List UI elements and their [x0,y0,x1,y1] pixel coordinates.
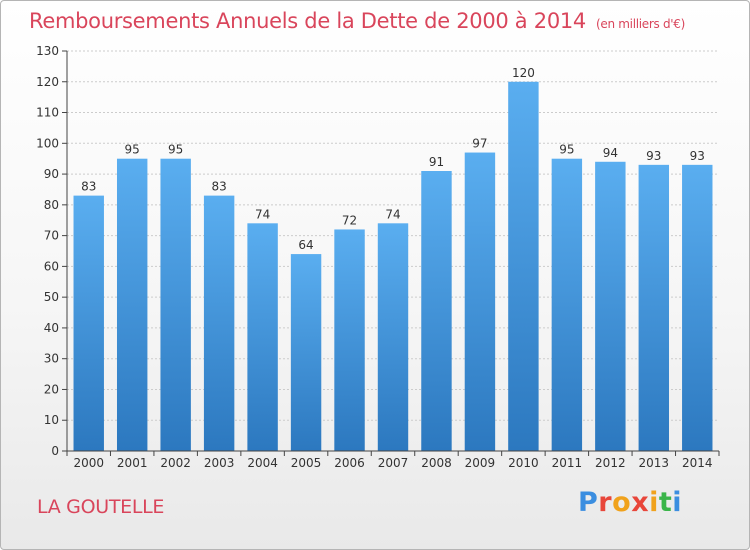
y-tick-label: 70 [44,229,59,243]
bar-2010[interactable] [508,81,539,452]
value-label-2007: 74 [385,207,400,221]
x-tick-label-2010: 2010 [508,456,539,470]
value-label-2003: 83 [211,180,226,194]
y-tick-label: 100 [36,136,59,150]
x-tick-label-2000: 2000 [73,456,104,470]
x-tick-label-2002: 2002 [160,456,191,470]
y-tick-label: 60 [44,259,59,273]
y-tick-label: 40 [44,321,59,335]
value-label-2013: 93 [646,149,661,163]
y-tick-label: 110 [36,106,59,120]
bar-2009[interactable] [464,152,496,452]
bar-2004[interactable] [247,223,278,451]
logo-letter: P [578,487,599,518]
value-label-2010: 120 [512,66,535,80]
x-tick-label-2008: 2008 [421,456,452,470]
bar-2006[interactable] [334,229,365,451]
y-tick-label: 50 [44,290,59,304]
bar-2014[interactable] [682,164,713,451]
y-tick-label: 10 [44,413,59,427]
x-tick-label-2007: 2007 [378,456,409,470]
value-label-2000: 83 [81,180,96,194]
bar-2007[interactable] [377,223,409,451]
bar-2013[interactable] [638,164,670,451]
logo-letter: o [612,487,632,518]
value-label-2011: 95 [559,143,574,157]
bar-2001[interactable] [116,158,148,451]
x-tick-label-2014: 2014 [682,456,713,470]
value-label-2008: 91 [429,155,444,169]
y-tick-label: 130 [36,44,59,58]
x-tick-label-2012: 2012 [595,456,626,470]
x-tick-label-2006: 2006 [334,456,365,470]
x-tick-label-2011: 2011 [552,456,583,470]
y-tick-label: 20 [44,382,59,396]
bar-2011[interactable] [551,158,583,451]
axes [62,50,720,456]
proxiti-logo[interactable]: Proxiti [578,487,682,518]
logo-letter: r [598,487,613,518]
bar-2002[interactable] [160,158,191,451]
bar-2000[interactable] [73,195,104,451]
x-tick-label-2004: 2004 [247,456,278,470]
bar-2012[interactable] [595,161,626,451]
x-tick-label-2003: 2003 [204,456,235,470]
x-tick-label-2005: 2005 [291,456,322,470]
value-label-2004: 74 [255,207,270,221]
value-label-2014: 93 [690,149,705,163]
value-label-2009: 97 [472,137,487,151]
logo-letter: t [658,487,673,518]
y-tick-label: 120 [36,75,59,89]
y-tick-label: 90 [44,167,59,181]
chart-title-main: Remboursements Annuels de la Dette de 20… [29,9,586,33]
chart-title: Remboursements Annuels de la Dette de 20… [29,9,685,33]
y-tick-label: 0 [51,444,59,458]
x-tick-label-2013: 2013 [639,456,670,470]
bars [73,81,713,452]
value-label-2001: 95 [125,143,140,157]
value-label-2006: 72 [342,213,357,227]
place-name: LA GOUTELLE [37,496,165,518]
value-label-2005: 64 [298,238,313,252]
bar-2008[interactable] [421,171,452,451]
x-tick-label-2001: 2001 [117,456,148,470]
value-label-2002: 95 [168,143,183,157]
value-label-2012: 94 [603,146,618,160]
labels: 0 10 20 30 40 50 60 70 80 90 100 110 120 130 2000 83 200… [36,44,712,470]
y-tick-label: 80 [44,198,59,212]
chart-title-unit: (en milliers d'€) [596,17,686,31]
y-tick-label: 30 [44,352,59,366]
logo-letter: x [631,487,650,518]
logo-letter: i [649,487,659,518]
bar-2005[interactable] [290,254,322,451]
logo-letter: i [672,487,683,518]
x-tick-label-2009: 2009 [465,456,496,470]
bar-2003[interactable] [203,195,235,451]
